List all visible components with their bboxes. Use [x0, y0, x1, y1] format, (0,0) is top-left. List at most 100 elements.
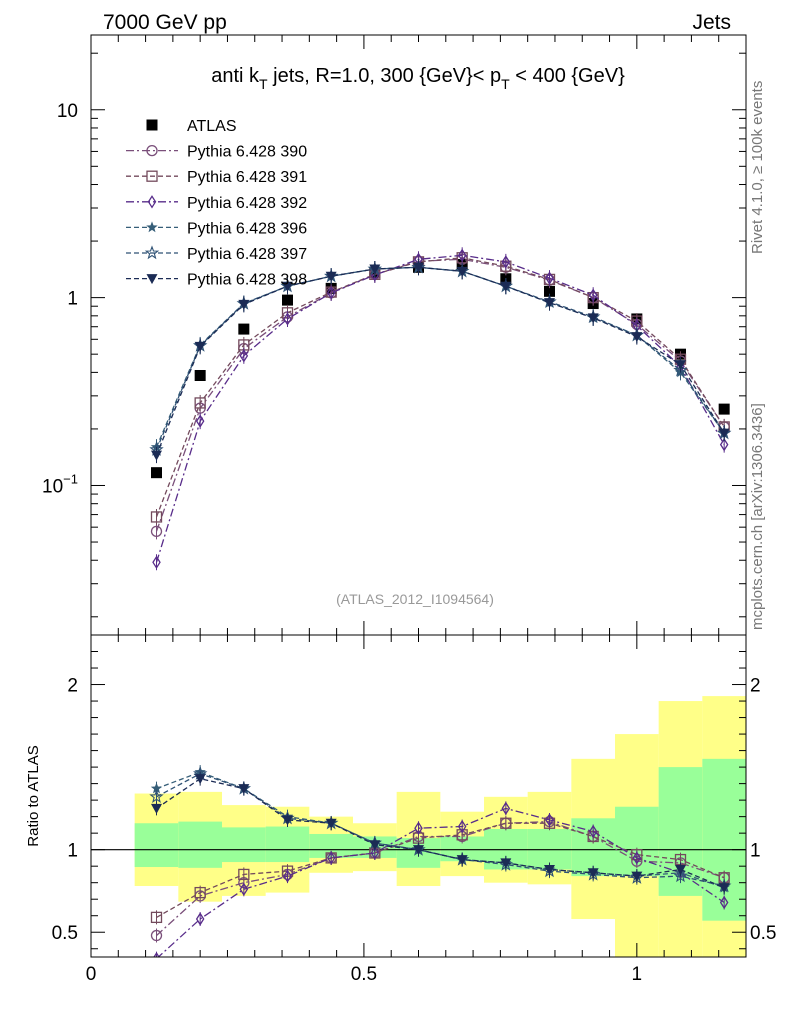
legend-entry-s390: Pythia 6.428 390 [126, 144, 307, 161]
data-point-s392 [588, 288, 598, 302]
legend-label: Pythia 6.428 391 [187, 169, 307, 186]
legend-entry-s392: Pythia 6.428 392 [126, 195, 307, 212]
data-point-s398 [282, 281, 293, 292]
x-tick-label: 0.5 [351, 964, 377, 985]
main-y-tick-label: 1 [67, 289, 78, 310]
data-point-s391 [194, 397, 206, 409]
main-y-tick-label: 10−1 [42, 471, 78, 497]
uncertainty-band-inner [265, 826, 310, 863]
legend-entry-s391: Pythia 6.428 391 [126, 169, 307, 186]
ratio-y-tick-label-left: 2 [67, 676, 78, 697]
ratio-point-s392 [283, 869, 292, 883]
ratio-series-layer [149, 765, 732, 957]
data-point-s392 [501, 255, 511, 269]
data-point-s398 [631, 332, 643, 343]
data-point-s398 [325, 271, 337, 282]
data-point-data [194, 369, 206, 381]
series-s392 [152, 247, 729, 571]
rivet-label: Rivet 4.1.0, ≥ 100k events [749, 81, 766, 254]
main-series-layer [149, 247, 732, 571]
plot-title-part2: jets, R=1.0, 300 {GeV}< p [268, 65, 502, 87]
data-point-s397 [673, 362, 688, 377]
plot-title-part3: < 400 {GeV} [510, 65, 625, 87]
data-point-s392 [195, 414, 205, 428]
main-y-tick-label-exponent: −1 [63, 471, 78, 486]
data-point-s398 [238, 299, 250, 310]
header-right-label: Jets [692, 11, 731, 34]
data-point-s398 [194, 341, 206, 352]
data-point-s398 [456, 266, 468, 277]
legend-marker [147, 195, 157, 209]
legend-label: Pythia 6.428 398 [187, 272, 307, 289]
data-point-s392 [326, 286, 336, 300]
ratio-point-s391 [194, 886, 206, 899]
data-point-data [718, 403, 730, 415]
ratio-line-s398 [156, 778, 725, 889]
data-point-s392 [719, 437, 729, 452]
uncertainty-band-inner [309, 833, 353, 858]
ratio-y-tick-label-right: 0.5 [750, 923, 776, 944]
ratio-frame [90, 634, 747, 958]
ratio-panel: 0.5 0.5 1 1 2 2 0 0.5 1 Ratio to ATLAS [25, 634, 776, 985]
ratio-point-s398 [456, 855, 468, 866]
header-left-label: 7000 GeV pp [103, 11, 227, 34]
ratio-point-s398 [238, 784, 250, 795]
ratio-y-tick-label-left: 1 [67, 841, 78, 862]
plot-title-sub2: T [501, 76, 510, 92]
legend-label: Pythia 6.428 396 [187, 220, 307, 237]
ratio-point-s392 [545, 813, 554, 827]
ratio-point-s398 [369, 840, 381, 851]
ratio-y-tick-label-right: 2 [750, 676, 761, 697]
data-point-data [151, 467, 162, 479]
ratio-point-s398 [194, 774, 206, 785]
series-line-s392 [155, 254, 725, 563]
ratio-point-s392 [588, 824, 598, 839]
data-point-s392 [283, 312, 292, 326]
legend-label: Pythia 6.428 397 [187, 246, 307, 263]
legend-marker [146, 144, 158, 157]
ratio-point-s392 [719, 895, 729, 910]
data-point-s398 [369, 264, 381, 275]
analysis-id: (ATLAS_2012_I1094564) [336, 591, 494, 607]
ratio-series-s392 [153, 801, 729, 957]
ratio-point-s398 [544, 864, 555, 875]
ratio-series-s398 [151, 771, 730, 895]
legend: ATLAS Pythia 6.428 390 Pythia 6.428 391 Pyt… [126, 118, 307, 289]
ratio-point-s392 [501, 801, 511, 816]
ratio-point-s398 [413, 845, 424, 856]
ratio-point-s398 [151, 803, 162, 814]
ratio-ylabel: Ratio to ATLAS [25, 745, 42, 846]
ratio-point-s398 [631, 871, 643, 882]
x-tick-label: 0 [86, 964, 97, 985]
data-point-s398 [675, 360, 686, 371]
series-s398 [151, 259, 730, 464]
ratio-point-s396 [150, 782, 163, 794]
x-tick-label: 1 [632, 964, 643, 985]
series-line-s398 [155, 266, 725, 456]
data-point-s391 [150, 511, 163, 523]
data-point-s390 [150, 525, 163, 537]
ratio-point-s398 [675, 864, 686, 875]
ratio-point-s392 [632, 851, 642, 865]
legend-entry-s396: Pythia 6.428 396 [126, 220, 307, 237]
legend-label: Pythia 6.428 390 [187, 144, 307, 161]
ratio-point-s392 [326, 851, 336, 865]
ratio-point-s398 [500, 858, 512, 869]
data-point-s392 [457, 248, 467, 263]
data-point-s392 [152, 555, 161, 570]
series-s397 [149, 259, 732, 458]
ratio-bands [134, 696, 746, 957]
ratio-point-s392 [195, 912, 205, 926]
ratio-point-s392 [457, 819, 467, 834]
plot-title-sub1: T [259, 76, 268, 92]
legend-label: Pythia 6.428 392 [187, 195, 307, 212]
ratio-point-s391 [150, 911, 163, 924]
data-point-s398 [500, 281, 512, 292]
data-point-data [544, 285, 555, 297]
uncertainty-band-inner [222, 827, 266, 863]
legend-marker [146, 119, 158, 131]
data-point-s398 [413, 262, 424, 273]
ratio-y-tick-label-left: 0.5 [52, 923, 78, 944]
